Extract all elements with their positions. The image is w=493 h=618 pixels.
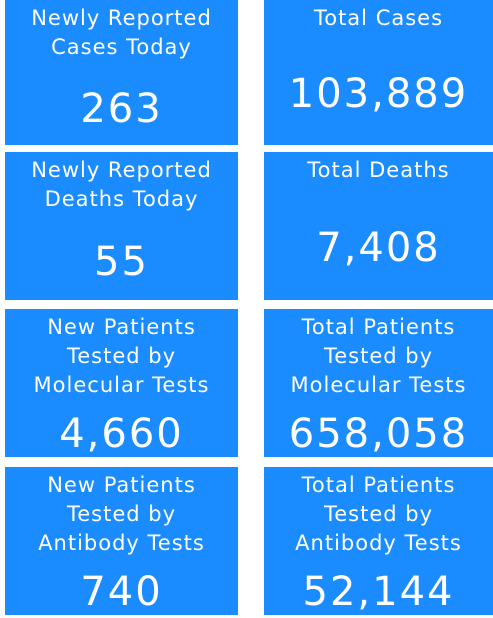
tile-value: 52,144: [302, 568, 455, 615]
tile-label-line: Tested by: [323, 344, 434, 368]
stat-tile: Total Cases 103,889: [264, 0, 493, 145]
stat-tile: New Patients Tested by Antibody Tests 740: [5, 467, 238, 615]
tile-label: Newly Reported Cases Today: [31, 4, 212, 62]
stat-tile: Total Deaths 7,408: [264, 152, 493, 300]
tile-value: 740: [80, 568, 163, 615]
stat-tile: Total Patients Tested by Molecular Tests 65…: [264, 309, 493, 457]
tile-label-line: Total Deaths: [307, 158, 450, 182]
tile-label: New Patients Tested by Antibody Tests: [38, 471, 205, 558]
tile-label-line: Tested by: [66, 502, 177, 526]
stat-tile: Newly Reported Cases Today 263: [5, 0, 238, 145]
tile-label: Total Cases: [314, 4, 443, 33]
tile-value: 55: [94, 239, 149, 285]
tile-label-line: Deaths Today: [44, 187, 199, 211]
tile-label-line: Total Cases: [313, 6, 444, 30]
tile-label-line: New Patients: [47, 315, 196, 339]
tile-label: New Patients Tested by Molecular Tests: [34, 313, 210, 400]
tile-label-line: Tested by: [323, 502, 434, 526]
tile-label-line: Newly Reported: [31, 158, 212, 182]
tile-label-line: Molecular Tests: [33, 373, 210, 397]
tile-label-line: Molecular Tests: [290, 373, 467, 397]
tile-label-line: New Patients: [47, 473, 196, 497]
stat-tile: Total Patients Tested by Antibody Tests 52,…: [264, 467, 493, 615]
tile-value: 7,408: [316, 224, 441, 271]
tile-label-line: Total Patients: [301, 473, 456, 497]
tile-label-line: Tested by: [66, 344, 177, 368]
stat-tile: New Patients Tested by Molecular Tests 4,66…: [5, 309, 238, 457]
tile-value: 263: [80, 85, 163, 132]
tile-label-line: Newly Reported: [31, 6, 212, 30]
tile-label: Newly Reported Deaths Today: [31, 156, 212, 214]
tile-value: 4,660: [59, 410, 184, 457]
tile-label-line: Antibody Tests: [38, 531, 205, 555]
tile-value: 103,889: [288, 71, 469, 117]
stat-tile: Newly Reported Deaths Today 55: [5, 152, 238, 300]
tile-label-line: Cases Today: [51, 35, 192, 59]
tile-value: 658,058: [288, 410, 469, 457]
tile-label: Total Patients Tested by Molecular Tests: [291, 313, 467, 400]
tile-label: Total Deaths: [307, 156, 449, 185]
tile-label: Total Patients Tested by Antibody Tests: [295, 471, 462, 558]
tile-label-line: Total Patients: [301, 315, 456, 339]
tile-label-line: Antibody Tests: [295, 531, 462, 555]
